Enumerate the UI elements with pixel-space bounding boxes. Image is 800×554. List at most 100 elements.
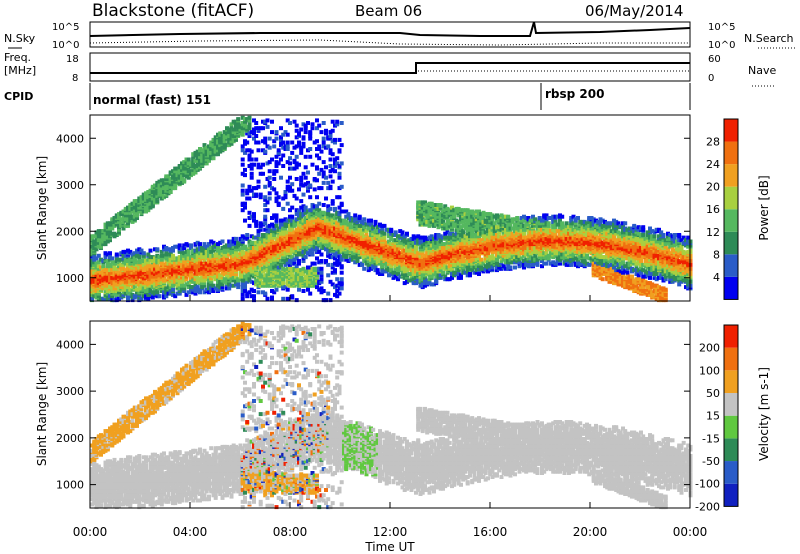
power-cell [270,244,274,249]
power-cell [150,295,155,300]
power-cell [281,234,286,239]
power-cell [288,175,292,180]
power-cell [207,153,211,158]
power-cell [263,246,268,250]
power-cell [326,291,331,296]
power-cell [272,257,277,262]
power-cell [186,174,191,179]
power-cell [171,256,175,261]
power-cell [301,204,306,209]
power-cell [238,273,243,278]
power-cell [220,257,225,262]
power-cell [254,244,259,249]
power-cell [195,285,200,290]
power-cell [123,279,128,284]
power-cell [90,277,94,282]
power-cell [105,289,110,293]
power-cell [247,115,252,120]
power-cell [319,270,324,275]
power-cell [101,259,106,263]
power-cell [220,145,225,150]
noise-panel-frame [89,21,691,48]
power-cell [191,285,196,290]
power-cell [297,272,301,276]
power-cell [306,170,310,175]
power-cell [306,269,310,274]
power-cell [297,225,301,230]
power-cell [150,265,155,270]
power-cell [274,287,279,292]
power-cell [213,137,218,142]
power-cell [148,248,153,253]
power-cell [263,260,268,265]
power-cell [112,283,117,288]
power-cell [130,205,135,210]
power-cell [173,179,178,184]
power-cell [310,247,315,252]
power-cell [290,214,295,219]
power-cell [294,298,299,303]
power-cell [276,265,281,270]
power-cell [245,196,250,201]
power-cell [177,246,182,250]
power-cell [281,222,286,227]
power-cell [294,212,299,217]
power-cell [400,230,405,235]
power-cell [263,281,268,286]
power-cell [303,248,308,253]
power-cell [240,246,245,250]
power-cell [159,178,164,183]
power-cell [240,115,245,120]
power-cell [281,230,286,235]
power-cell [173,277,178,282]
power-cell [276,257,281,262]
power-cell [265,200,270,205]
power-cell [247,270,252,275]
power-cell [130,292,135,297]
power-cell [168,184,173,189]
power-cell [144,264,148,269]
power-cell [146,252,151,257]
power-cell [308,291,313,296]
power-cell [173,173,178,178]
power-cell [211,156,216,161]
power-cell [153,247,157,252]
power-cell [297,287,301,292]
power-cell [177,286,182,291]
power-cell [292,266,297,271]
power-cell [337,175,342,180]
power-cell [177,173,182,178]
power-cell [166,177,171,181]
power-cell [110,264,115,269]
power-cell [292,246,297,250]
power-cell [263,140,268,145]
power-cell [146,265,151,270]
power-cell [112,231,117,236]
power-cell [94,256,99,261]
power-cell [159,188,164,193]
power-cell [252,246,256,250]
power-cell [240,124,245,129]
power-cell [243,141,247,146]
power-cell [227,139,232,144]
power-cell [155,279,160,284]
power-cell [103,289,108,293]
power-cell [103,286,108,291]
power-cell [137,264,142,269]
power-cell [105,259,110,263]
power-cell [337,291,342,296]
power-cell [108,285,112,290]
power-cell [211,248,216,253]
power-cell [202,274,207,279]
power-cell [164,290,169,295]
power-cell [306,214,310,219]
power-cell [333,137,337,142]
power-cell [405,231,409,236]
power-cell [283,272,288,276]
power-cell [306,180,310,185]
power-cell [130,295,135,300]
power-cell [274,273,279,278]
power-cell [189,285,193,290]
power-cell [234,247,238,252]
power-cell [243,218,247,223]
